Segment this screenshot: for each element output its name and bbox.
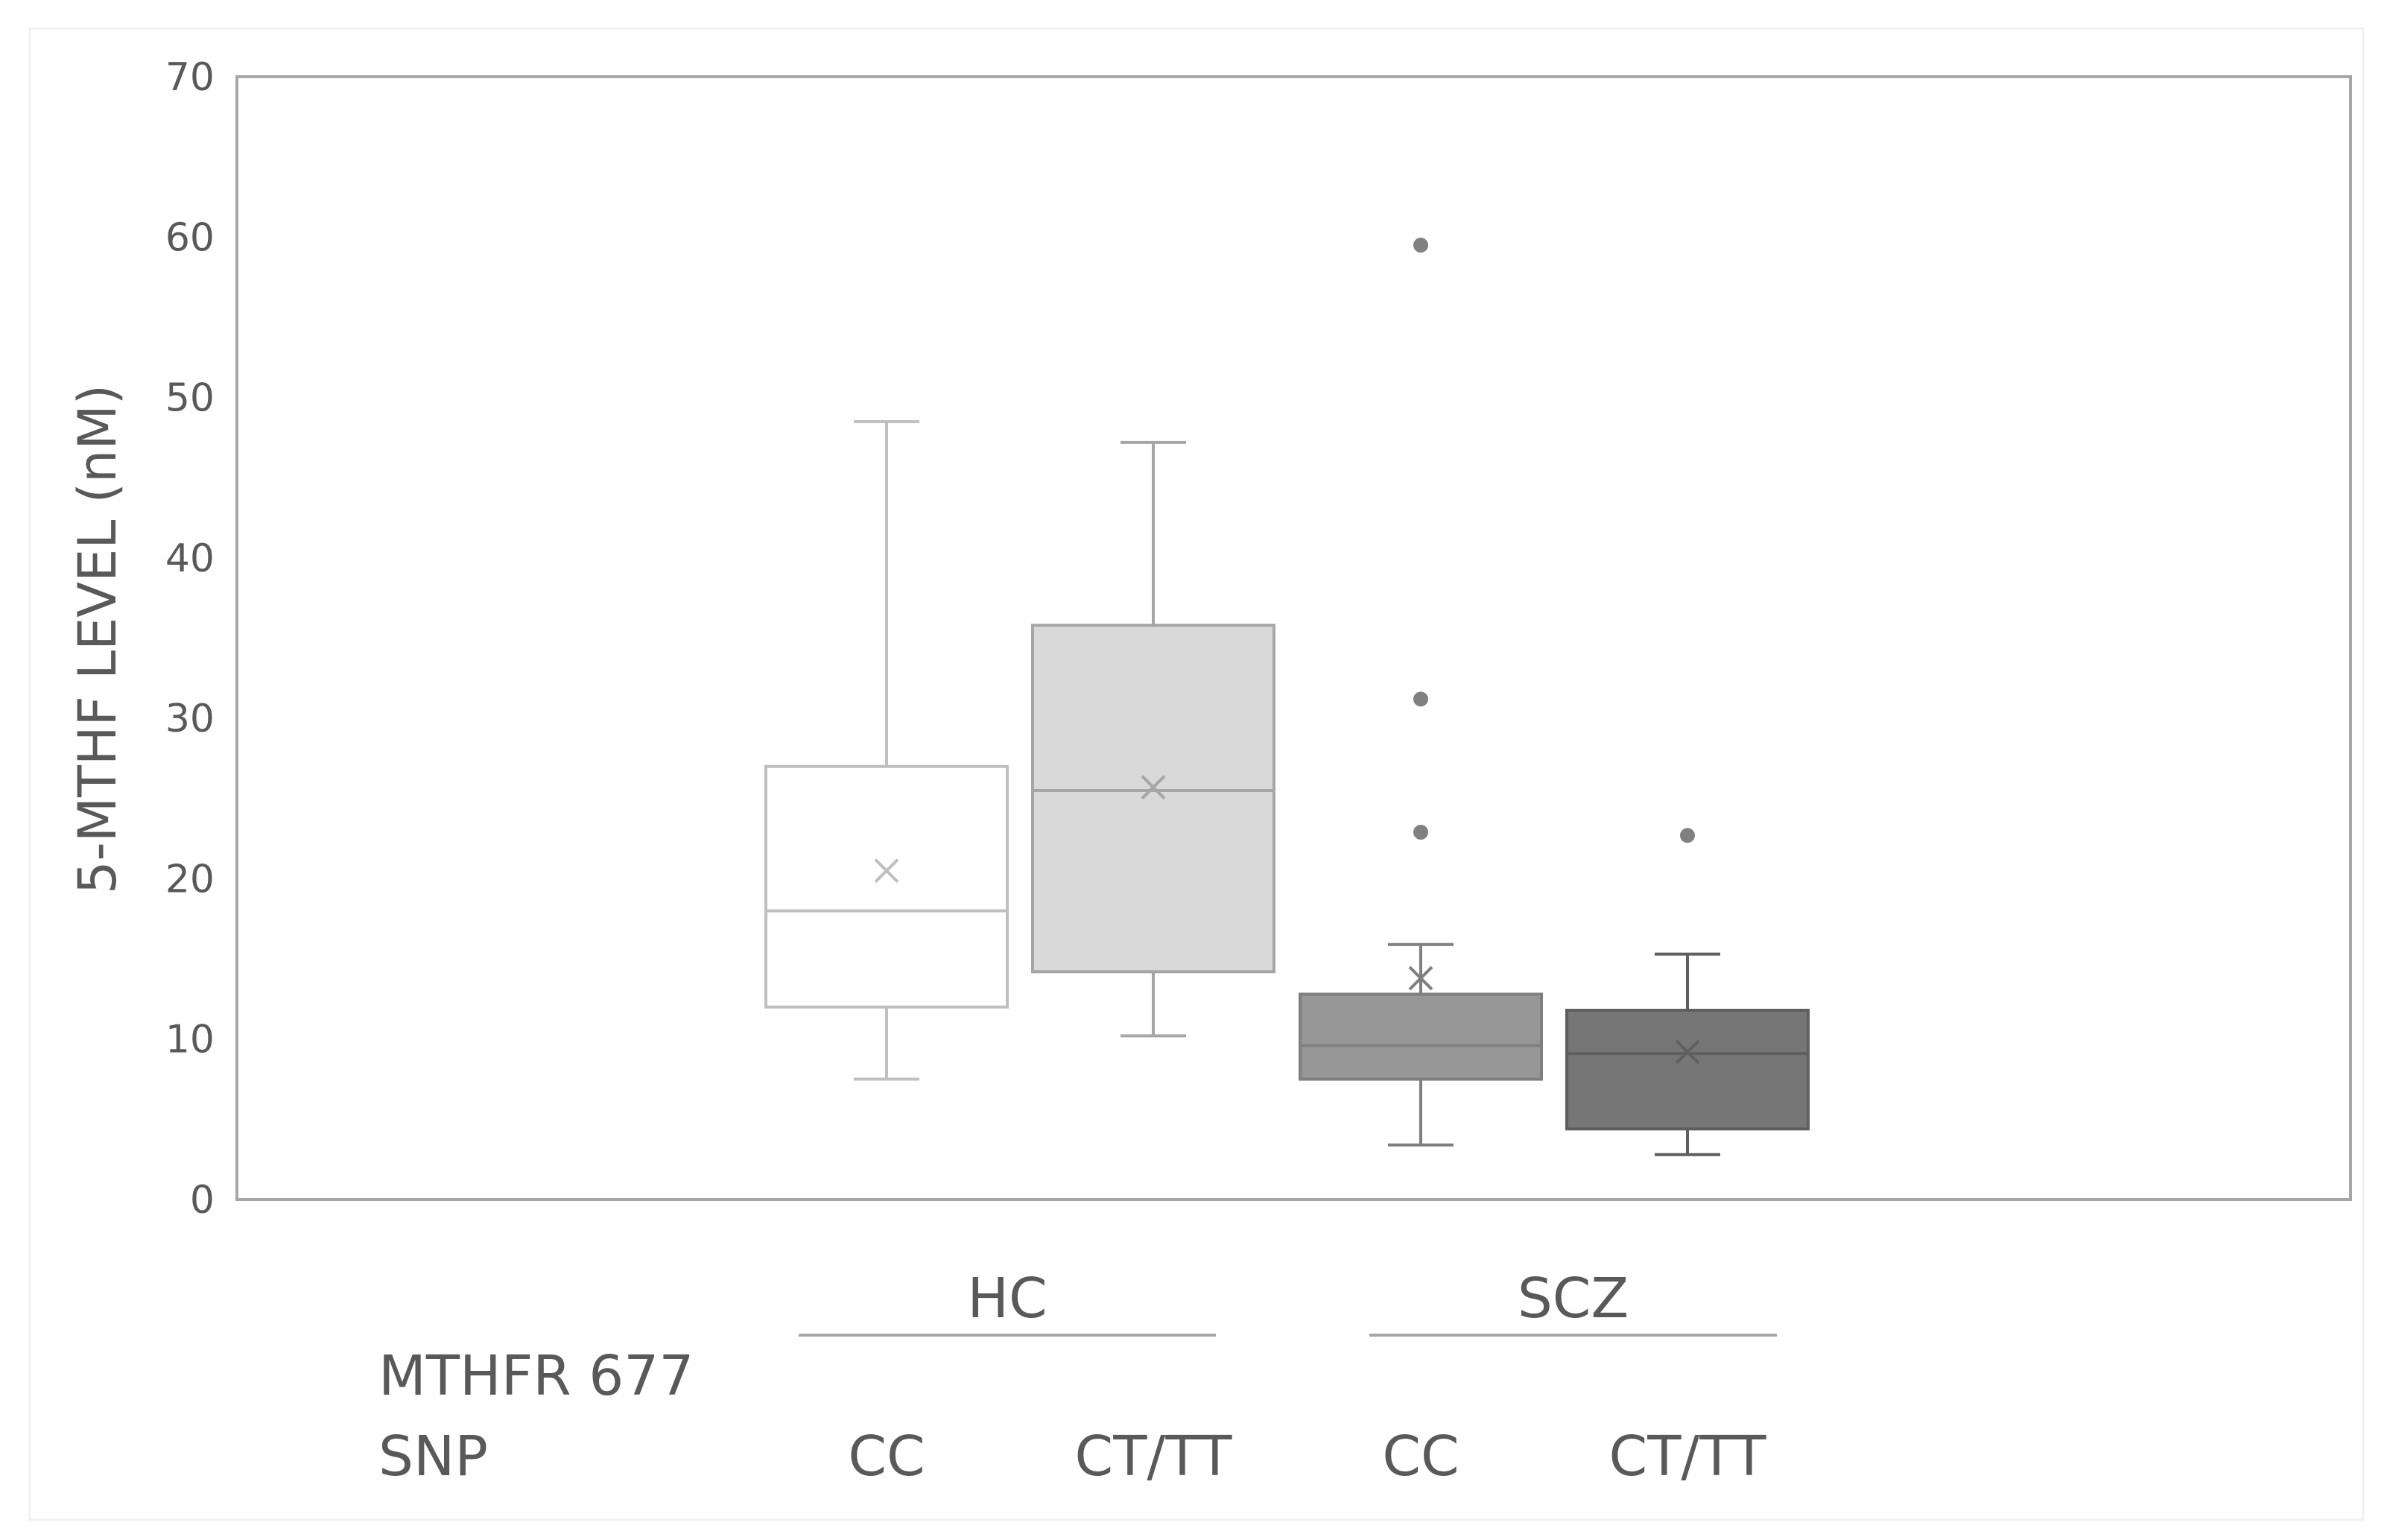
- y-tick-label: 40: [165, 536, 215, 581]
- category-label: CC: [848, 1425, 925, 1489]
- outlier-point: [1413, 238, 1428, 253]
- box-scz-cc: [1299, 238, 1543, 1147]
- y-tick-label: 70: [165, 55, 215, 100]
- y-tick-label: 60: [165, 215, 215, 260]
- box-iqr: [1031, 624, 1275, 974]
- y-axis-label: 5-MTHF LEVEL (nM): [67, 384, 128, 894]
- group-label-scz: SCZ: [1518, 1267, 1629, 1331]
- category-labels: CC CT/TT CC CT/TT: [848, 1425, 1766, 1489]
- box-iqr: [764, 764, 1009, 1009]
- y-tick-label: 0: [190, 1178, 215, 1223]
- outlier-point: [1413, 824, 1428, 840]
- mean-marker: [1675, 1039, 1700, 1065]
- mean-marker: [1141, 775, 1166, 800]
- y-tick-label: 20: [165, 857, 215, 901]
- group-labels: HC SCZ: [799, 1267, 1777, 1337]
- y-tick-label: 50: [165, 376, 215, 421]
- box-scz-ct-tt: [1565, 828, 1810, 1156]
- box-iqr: [1299, 992, 1543, 1081]
- outlier-point: [1413, 691, 1428, 707]
- row-label-line1: MTHFR 677: [378, 1344, 694, 1408]
- box-hc-ct-tt: [1031, 440, 1275, 1038]
- category-label: CC: [1382, 1425, 1459, 1489]
- outlier-point: [1680, 828, 1695, 843]
- mean-marker: [874, 858, 899, 884]
- boxes-layer: [764, 238, 1810, 1156]
- row-label-line2: SNP: [378, 1425, 488, 1489]
- group-label-hc: HC: [967, 1267, 1047, 1331]
- mean-marker: [1408, 966, 1433, 991]
- category-label: CT/TT: [1609, 1425, 1767, 1489]
- y-tick-label: 30: [165, 697, 215, 741]
- box-hc-cc: [764, 419, 1009, 1081]
- plot-area: [235, 75, 2352, 1201]
- box-iqr: [1565, 1008, 1810, 1131]
- y-axis-ticks: 0 10 20 30 40 50 60 70: [165, 55, 215, 1223]
- category-label: CT/TT: [1075, 1425, 1233, 1489]
- y-tick-label: 10: [165, 1018, 215, 1062]
